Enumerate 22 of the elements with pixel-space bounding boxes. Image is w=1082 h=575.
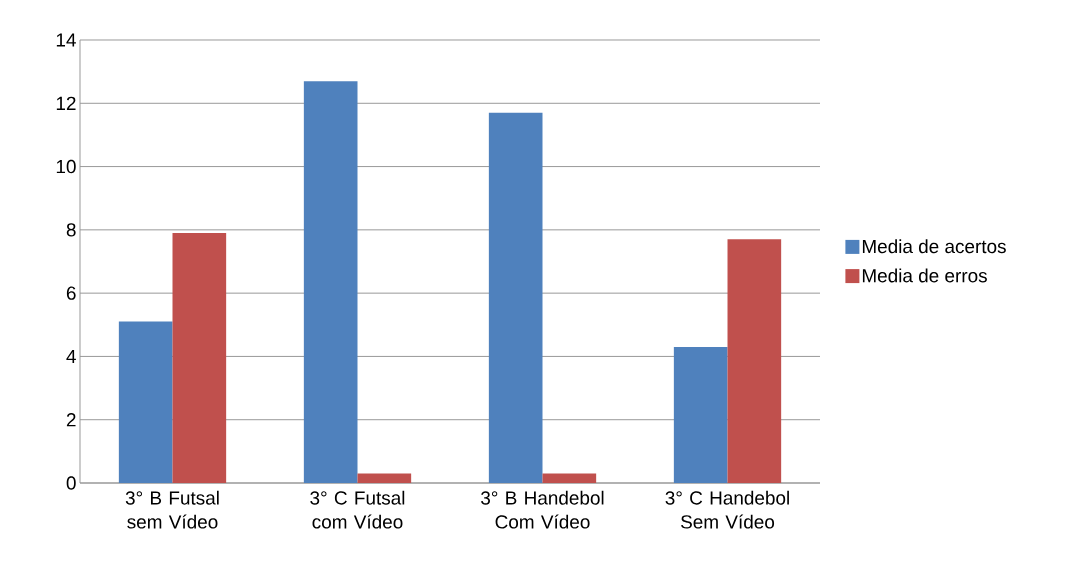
x-tick-label: 3° C Handebol Sem Vídeo <box>665 490 789 529</box>
y-tick-label: 14 <box>56 33 76 47</box>
bar <box>303 81 358 483</box>
y-tick-label: 6 <box>66 286 76 300</box>
y-tick-label: 12 <box>56 96 76 110</box>
bar <box>727 239 782 483</box>
bar <box>118 321 173 483</box>
legend-label: Media de acertos <box>862 239 1006 254</box>
y-tick-label: 10 <box>56 159 76 174</box>
bar <box>542 473 597 483</box>
bar <box>357 473 412 483</box>
y-tick-label: 0 <box>66 476 76 490</box>
x-tick-label: 3° B Handebol Com Vídeo <box>481 490 604 529</box>
y-tick-label: 4 <box>66 349 76 363</box>
bar <box>488 112 543 483</box>
y-tick-label: 8 <box>66 223 76 237</box>
legend-label: Media de erros <box>862 268 987 283</box>
x-tick-label: 3° B Futsal sem Vídeo <box>125 490 219 529</box>
bar <box>172 233 227 483</box>
x-tick-label: 3° C Futsal com Vídeo <box>310 490 405 529</box>
bar <box>673 346 728 483</box>
y-tick-label: 2 <box>66 413 76 427</box>
